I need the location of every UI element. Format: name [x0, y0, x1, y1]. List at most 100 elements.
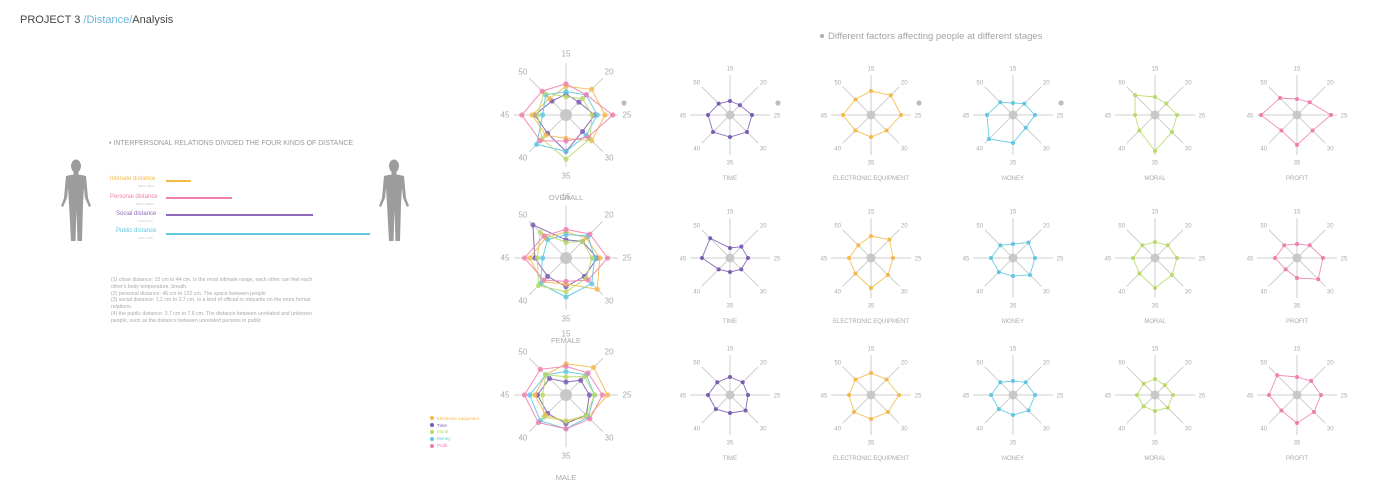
radar-spoke [701, 257, 731, 287]
radar-data-point [716, 267, 721, 272]
radar-data-point [1165, 243, 1170, 248]
radar-data-point [1275, 373, 1280, 378]
radar-chart-title: MALE [556, 473, 576, 482]
radar-axis-label: 40 [1260, 147, 1267, 153]
radar-data-point [1329, 113, 1333, 117]
radar-data-point [884, 128, 889, 133]
radar-chart-female-profit: 15 20 25 30 35 40 45 50 PROFIT [1247, 210, 1348, 326]
radar-axis-label: 35 [1152, 441, 1159, 447]
radar-axis-label: 20 [1327, 80, 1334, 86]
radar-data-point [1295, 143, 1299, 147]
radar-data-point [563, 374, 569, 380]
radar-spoke [984, 257, 1014, 287]
radar-data-point [1316, 277, 1321, 282]
radar-axis-label: 45 [963, 114, 970, 120]
radar-data-point [563, 156, 569, 162]
radar-data-point [1283, 267, 1288, 272]
radar-axis-label: 50 [693, 223, 700, 229]
legend-item: Money [430, 435, 479, 442]
radar-data-point [1135, 393, 1139, 397]
radar-series-line [532, 224, 598, 288]
radar-data-point [1153, 409, 1157, 413]
radar-axis-label: 35 [868, 304, 875, 310]
radar-data-point [589, 112, 595, 118]
relations-heading: • INTERPERSONAL RELATIONS DIVIDED THE FO… [109, 140, 354, 147]
radar-data-point [532, 255, 538, 261]
radar-spoke [701, 229, 731, 259]
radar-axis-label: 15 [868, 210, 875, 216]
radar-data-point [985, 113, 989, 117]
radar-chart-title: MONEY [1002, 319, 1024, 325]
radar-axis-label: 30 [1043, 147, 1050, 153]
radar-data-point [728, 99, 732, 103]
radar-series-line [707, 100, 753, 138]
radar-axis-label: 15 [1294, 67, 1301, 73]
radar-axis-label: 35 [1010, 304, 1017, 310]
radar-data-point [1140, 243, 1145, 248]
radar-data-point [583, 92, 589, 98]
radar-axis-label: 25 [1199, 114, 1206, 120]
radar-data-point [586, 392, 592, 398]
radar-data-point [541, 233, 547, 239]
radar-spoke [1296, 229, 1326, 259]
radar-data-point [899, 113, 903, 117]
legend-item: Profit [430, 442, 479, 449]
radar-spoke [870, 366, 900, 396]
radar-data-point [1033, 256, 1037, 260]
radar-spoke [1268, 366, 1298, 396]
radar-data-point [543, 372, 549, 378]
radar-axis-label: 40 [518, 154, 527, 163]
radar-axis-label: 35 [727, 161, 734, 167]
radar-chart-title: PROFIT [1286, 176, 1308, 182]
radar-spoke [701, 114, 731, 144]
radar-axis-label: 30 [1185, 147, 1192, 153]
radar-data-point [1273, 256, 1277, 260]
radar-data-point [563, 281, 569, 287]
radar-series-line [536, 231, 593, 293]
radar-series-line [531, 85, 606, 142]
radar-data-point [537, 138, 543, 144]
radar-data-point [1278, 96, 1283, 101]
radar-axis-label: 30 [901, 427, 908, 433]
radar-data-point [1175, 113, 1179, 117]
radar-data-point [888, 93, 893, 98]
radar-data-point [594, 286, 600, 292]
radar-spoke [701, 394, 731, 424]
radar-axis-label: 35 [1152, 161, 1159, 167]
radar-axis-label: 50 [1118, 360, 1125, 366]
radar-axis-label: 20 [1185, 223, 1192, 229]
radar-axis-label: 40 [518, 297, 527, 306]
radar-data-point [610, 112, 616, 118]
radar-data-point [1295, 375, 1299, 379]
radar-axis-label: 30 [1185, 290, 1192, 296]
radar-spoke [870, 86, 900, 116]
radar-data-point [563, 369, 569, 375]
radar-center-hub [1008, 390, 1018, 400]
radar-spoke [1126, 394, 1156, 424]
radar-series-line [707, 376, 749, 414]
radar-data-point [533, 141, 540, 148]
legend-item: Moral [430, 429, 479, 436]
project-label: PROJECT 3 [20, 14, 81, 26]
radar-data-point [534, 112, 540, 118]
radar-spoke [729, 394, 759, 424]
radar-data-point [587, 231, 593, 237]
radar-spoke [1296, 257, 1326, 287]
radar-axis-label: 30 [1185, 427, 1192, 433]
radar-data-point [583, 132, 589, 138]
radar-data-point [579, 238, 586, 245]
radar-axis-label: 45 [1105, 114, 1112, 120]
radar-axis-label: 45 [1105, 257, 1112, 263]
radar-data-point [847, 256, 851, 260]
radar-axis-label: 50 [1260, 223, 1267, 229]
radar-spoke [1012, 86, 1042, 116]
radar-axis-label: 40 [1260, 427, 1267, 433]
radar-data-point [585, 370, 591, 376]
radar-data-point [563, 94, 569, 100]
radar-data-point [546, 375, 553, 382]
marker-dot [1058, 100, 1064, 106]
radar-axis-label: 20 [1043, 223, 1050, 229]
radar-series-line [848, 372, 900, 420]
radar-axis-label: 20 [1327, 223, 1334, 229]
radar-axis-label: 25 [915, 394, 922, 400]
